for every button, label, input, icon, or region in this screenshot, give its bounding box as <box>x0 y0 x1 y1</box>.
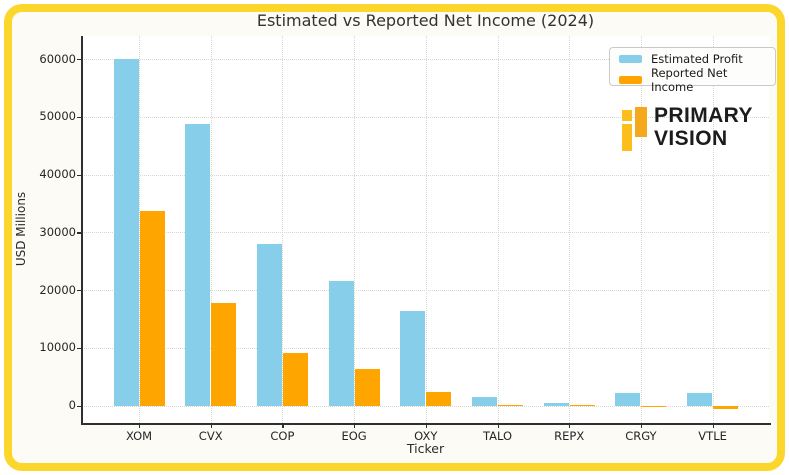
y-tick-mark-50000 <box>77 116 81 119</box>
x-tick-label-REPX: REPX <box>554 429 585 443</box>
x-tick-label-EOG: EOG <box>341 429 367 443</box>
gridline-h-0 <box>82 405 769 407</box>
bar-reported-VTLE <box>713 405 739 409</box>
gridline-h-40000 <box>82 174 769 176</box>
primary-vision-logo: PRIMARY VISION <box>620 104 778 158</box>
legend-item-reported: Reported Net Income <box>619 66 766 94</box>
y-axis-spine <box>81 36 83 424</box>
x-tick-mark-CRGY <box>640 424 643 428</box>
y-tick-mark-10000 <box>77 347 81 350</box>
y-tick-mark-0 <box>77 405 81 407</box>
gridline-v-CRGY <box>640 36 642 423</box>
bar-estimated-COP <box>256 243 282 406</box>
x-tick-label-XOM: XOM <box>125 429 153 443</box>
gridline-h-10000 <box>82 347 769 349</box>
bar-estimated-REPX <box>543 402 569 406</box>
bar-estimated-EOG <box>328 280 354 406</box>
bar-estimated-CVX <box>185 124 211 406</box>
legend-swatch-estimated <box>619 55 642 63</box>
y-tick-label-0: 0 <box>68 398 76 413</box>
bar-reported-REPX <box>569 404 595 406</box>
x-tick-label-COP: COP <box>270 429 295 443</box>
gridline-h-50000 <box>82 116 769 118</box>
y-tick-label-60000: 60000 <box>39 51 76 66</box>
legend-label-reported: Reported Net Income <box>651 66 728 94</box>
x-tick-mark-CVX <box>210 424 212 428</box>
logo-text-line2: VISION <box>654 127 728 150</box>
logo-mark-square-top-left <box>622 110 632 121</box>
legend: Estimated Profit Reported Net Income <box>609 47 776 94</box>
x-tick-mark-XOM <box>139 424 141 428</box>
bar-reported-EOG <box>354 368 380 406</box>
gridline-v-OXY <box>425 36 427 423</box>
x-tick-mark-TALO <box>497 424 499 428</box>
y-tick-mark-60000 <box>77 59 81 61</box>
bar-estimated-CRGY <box>615 392 641 406</box>
gridline-h-30000 <box>82 232 769 234</box>
x-tick-label-CVX: CVX <box>198 429 223 443</box>
gridline-v-VTLE <box>712 36 714 423</box>
bar-reported-XOM <box>139 211 165 406</box>
y-tick-label-30000: 30000 <box>39 224 76 239</box>
x-axis-spine <box>81 423 771 425</box>
bar-reported-CRGY <box>641 405 667 407</box>
gridline-h-60000 <box>82 59 769 61</box>
x-tick-label-CRGY: CRGY <box>625 429 657 443</box>
y-tick-label-10000: 10000 <box>39 340 76 355</box>
chart-title: Estimated vs Reported Net Income (2024) <box>256 11 595 30</box>
bar-estimated-OXY <box>400 310 426 406</box>
bar-reported-COP <box>282 352 308 406</box>
gridline-h-20000 <box>82 290 769 292</box>
legend-label-estimated: Estimated Profit <box>651 52 743 66</box>
x-tick-label-VTLE: VTLE <box>698 429 727 443</box>
x-tick-mark-EOG <box>354 424 356 428</box>
x-tick-mark-VTLE <box>712 424 714 428</box>
y-axis-label: USD Millions <box>14 191 28 267</box>
x-tick-label-OXY: OXY <box>414 429 438 443</box>
x-tick-mark-COP <box>282 424 284 428</box>
y-tick-label-20000: 20000 <box>39 282 76 297</box>
gridline-v-REPX <box>569 36 571 423</box>
bar-estimated-XOM <box>113 59 139 406</box>
x-tick-mark-OXY <box>425 424 427 428</box>
logo-text-line1: PRIMARY <box>654 104 753 127</box>
logo-mark-bar-bottom-left <box>622 124 632 151</box>
gridline-v-CVX <box>210 36 212 423</box>
x-axis-label: Ticker <box>406 441 445 456</box>
x-tick-label-TALO: TALO <box>482 429 513 443</box>
y-tick-mark-30000 <box>77 232 81 234</box>
y-tick-label-50000: 50000 <box>39 109 76 124</box>
logo-text: PRIMARY VISION <box>654 104 753 150</box>
bar-reported-OXY <box>426 392 452 406</box>
y-tick-label-40000: 40000 <box>39 167 76 182</box>
bar-estimated-TALO <box>472 397 497 406</box>
bar-estimated-VTLE <box>687 392 713 406</box>
legend-swatch-reported <box>619 76 642 84</box>
y-tick-mark-40000 <box>77 174 81 176</box>
gridline-v-TALO <box>497 36 499 423</box>
bar-reported-TALO <box>498 404 523 406</box>
gridline-v-EOG <box>354 36 356 423</box>
x-tick-mark-REPX <box>569 424 571 428</box>
bar-reported-CVX <box>211 303 237 406</box>
logo-mark-bar-right <box>635 107 647 137</box>
gridline-v-COP <box>282 36 284 423</box>
legend-item-estimated: Estimated Profit <box>619 52 766 66</box>
y-tick-mark-20000 <box>77 290 81 292</box>
